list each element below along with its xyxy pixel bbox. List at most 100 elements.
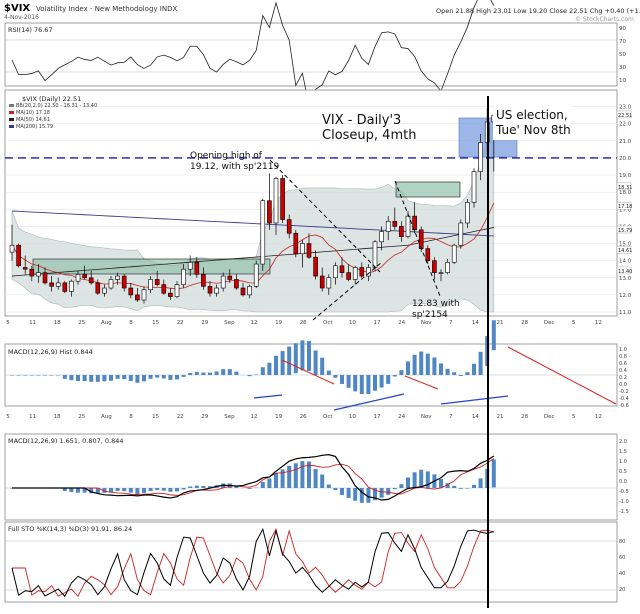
histogram-bar bbox=[307, 340, 311, 371]
candle bbox=[273, 176, 279, 235]
macd-bar bbox=[313, 468, 318, 488]
macd-bar bbox=[333, 488, 338, 491]
candle bbox=[121, 274, 127, 292]
hist-tick-label: -0.6 bbox=[619, 403, 629, 409]
hist-tick-label: 0.2 bbox=[619, 375, 627, 381]
histogram-bar bbox=[280, 351, 285, 375]
candle-body bbox=[22, 267, 28, 270]
histogram-bar bbox=[392, 375, 397, 377]
histogram-bar bbox=[227, 369, 232, 375]
x-tick-label: 5 bbox=[6, 414, 10, 420]
candle bbox=[306, 233, 312, 259]
histogram-bar bbox=[161, 375, 166, 379]
candle-body bbox=[366, 267, 371, 277]
hist-tick-label: 0.4 bbox=[619, 368, 627, 374]
hist-red-trend-2 bbox=[404, 375, 439, 390]
histogram-bar bbox=[432, 357, 437, 375]
x-tick-label: Aug bbox=[101, 320, 112, 326]
candle bbox=[445, 258, 450, 275]
rsi-line bbox=[11, 0, 495, 107]
price-tick-label: 22.0 bbox=[619, 122, 632, 128]
macd-bar bbox=[62, 488, 67, 492]
green-resistance-box-right bbox=[395, 181, 461, 198]
candle-body bbox=[425, 248, 431, 261]
macd-tick-label: -1.5 bbox=[619, 509, 629, 515]
macd-bar bbox=[247, 488, 252, 489]
candle bbox=[346, 264, 351, 282]
macd-bar bbox=[293, 463, 298, 488]
candle bbox=[451, 243, 457, 265]
candle-body bbox=[253, 263, 259, 287]
candle bbox=[168, 288, 173, 301]
candle-body bbox=[352, 267, 358, 280]
price-tick-label: 17.0 bbox=[619, 207, 632, 213]
candle-body bbox=[313, 256, 318, 277]
annotation-low: 12.83 with sp'2154 bbox=[412, 299, 460, 320]
hist-red-trend-3 bbox=[507, 346, 617, 405]
candle-body bbox=[42, 272, 48, 284]
candle bbox=[148, 276, 153, 294]
macd-bar bbox=[280, 469, 285, 488]
histogram-bar bbox=[29, 375, 34, 376]
hist-tick-label: 0.6 bbox=[619, 361, 627, 367]
uptrend-line-1 bbox=[312, 261, 383, 321]
candle bbox=[194, 257, 200, 278]
candle bbox=[115, 272, 120, 285]
macd-bar bbox=[379, 488, 384, 498]
candle bbox=[240, 282, 246, 297]
histogram-bar bbox=[155, 375, 160, 378]
hist-tick-label: -0.2 bbox=[619, 389, 629, 395]
candle bbox=[55, 277, 61, 290]
candle bbox=[187, 255, 193, 277]
x-tick-label: Nov bbox=[421, 414, 432, 420]
macd-tick-label: 0.5 bbox=[619, 469, 627, 475]
x-tick-label: 10 bbox=[349, 320, 356, 326]
macd-bar bbox=[406, 477, 410, 488]
candle-body bbox=[247, 286, 252, 296]
candle-body bbox=[69, 280, 74, 292]
candle-body bbox=[154, 279, 160, 285]
hist-blue-trend-1 bbox=[253, 394, 283, 399]
x-tick-label: 15 bbox=[152, 320, 159, 326]
candle bbox=[227, 269, 233, 283]
candle bbox=[465, 199, 470, 229]
sto-d-line bbox=[12, 527, 494, 598]
macd-bar bbox=[478, 478, 483, 488]
candle-body bbox=[273, 178, 279, 224]
histogram-bar bbox=[221, 369, 226, 375]
candle-body bbox=[227, 275, 233, 280]
histogram-bar bbox=[326, 370, 331, 375]
macd-bar bbox=[366, 488, 371, 503]
histogram-bar bbox=[452, 372, 457, 375]
candle-body bbox=[75, 274, 81, 282]
macd-bar bbox=[142, 488, 146, 493]
x-tick-label: 26 bbox=[300, 414, 307, 420]
rsi-tick-label: 50 bbox=[619, 52, 626, 58]
histogram-bar bbox=[208, 372, 212, 375]
candle-body bbox=[214, 287, 219, 294]
candle bbox=[425, 245, 431, 265]
x-tick-label: 29 bbox=[201, 320, 208, 326]
histogram-bar bbox=[69, 375, 74, 381]
macd-bar bbox=[69, 488, 74, 493]
annotation-title: VIX - Daily'3 Closeup, 4mth bbox=[322, 113, 416, 143]
candle bbox=[62, 281, 68, 294]
macd-bar bbox=[359, 488, 364, 503]
x-tick-label: 5 bbox=[572, 320, 576, 326]
candle-body bbox=[399, 226, 404, 237]
histogram-bar bbox=[412, 354, 417, 375]
x-tick-label: 24 bbox=[398, 320, 405, 326]
candle-body bbox=[187, 262, 193, 270]
candle-body bbox=[115, 275, 120, 280]
candle-body bbox=[234, 279, 239, 289]
candle bbox=[95, 279, 101, 295]
macd-bar bbox=[458, 488, 463, 489]
candle-body bbox=[207, 286, 213, 294]
candle bbox=[286, 214, 292, 239]
histogram-bar bbox=[313, 350, 318, 375]
histogram-bar bbox=[458, 375, 463, 377]
x-tick-label: 8 bbox=[129, 320, 133, 326]
candle bbox=[438, 269, 444, 282]
x-tick-label: 28 bbox=[521, 320, 528, 326]
candle bbox=[379, 226, 384, 251]
